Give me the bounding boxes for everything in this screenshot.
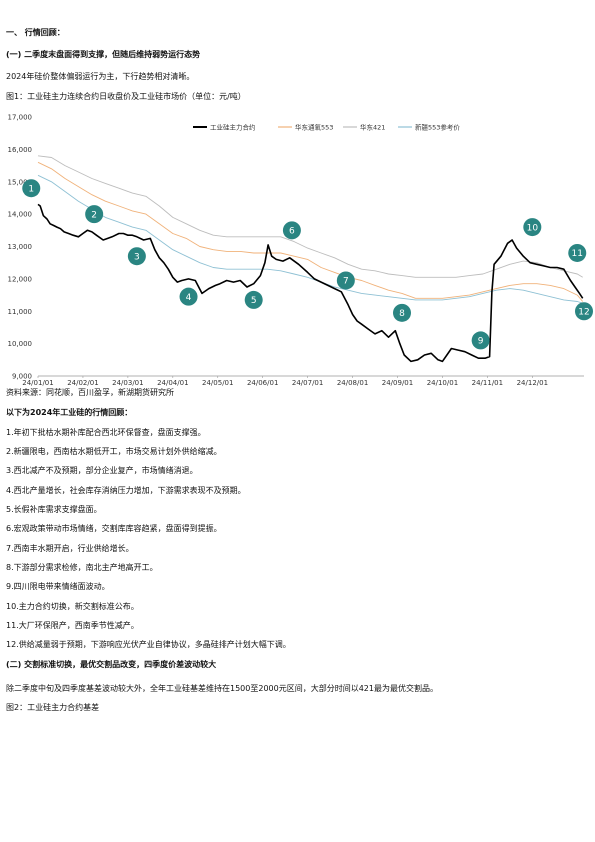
review-item: 1.年初下批枯水期补库配合西北环保督查，盘面支撑强。 — [6, 428, 206, 437]
series-line-1 — [37, 161, 584, 302]
x-tick-label: 24/11/01 — [472, 379, 503, 387]
review-item: 9.四川限电带来情绪面波动。 — [6, 582, 110, 591]
annotation-marker-label: 9 — [478, 337, 484, 347]
price-line-chart: 9,000 10,000 11,000 12,000 13,000 14,000 15,00… — [8, 114, 593, 387]
review-item: 4.西北产量增长，社会库存消纳压力增加，下游需求表现不及预期。 — [6, 486, 246, 495]
annotation-marker-label: 5 — [251, 296, 257, 306]
annotation-marker — [393, 303, 411, 322]
annotation-marker-label: 2 — [91, 210, 97, 220]
annotation-marker — [179, 287, 198, 306]
annotation-marker — [336, 271, 355, 290]
annotation-marker — [471, 331, 490, 350]
basis-paragraph: 除二季度中旬及四季度基差波动较大外，全年工业硅基差维持在1500至2000元区间… — [6, 684, 438, 693]
y-tick-label: 11,000 — [8, 308, 33, 316]
legend-label: 新疆553参考价 — [415, 123, 460, 132]
y-tick-label: 14,000 — [8, 211, 33, 219]
annotation-marker-label: 7 — [343, 277, 349, 287]
series-line-2 — [37, 155, 583, 278]
chart-source: 资料来源：同花顺，百川盈孚，新湖期货研究所 — [6, 388, 174, 397]
annotation-marker-label: 4 — [186, 293, 192, 303]
annotation-marker — [568, 243, 587, 262]
y-tick-label: 17,000 — [8, 114, 33, 122]
annotation-marker-label: 1 — [28, 184, 34, 194]
subsection-heading-1: (一) 二季度末盘面得到支撑，但随后维持弱势运行态势 — [6, 50, 201, 59]
y-tick-label: 15,000 — [8, 178, 33, 186]
section-heading: 一、 行情回顾： — [6, 28, 65, 37]
legend-label: 华东421 — [360, 123, 385, 132]
x-tick-label: 24/07/01 — [292, 379, 323, 387]
figure2-caption: 图2：工业硅主力合约基差 — [6, 703, 100, 712]
figure1-caption: 图1：工业硅主力连续合约日收盘价及工业硅市场价（单位：元/吨） — [6, 92, 246, 101]
annotation-marker-label: 6 — [289, 227, 295, 237]
y-tick-label: 12,000 — [8, 275, 33, 283]
intro-paragraph: 2024年硅价整体偏弱运行为主，下行趋势相对清晰。 — [6, 72, 195, 81]
annotation-marker — [575, 302, 593, 321]
x-tick-label: 24/06/01 — [247, 379, 278, 387]
review-item: 2.新疆限电，西南枯水期低开工，市场交易计划外供给缩减。 — [6, 447, 222, 456]
review-item: 5.长假补库需求支撑盘面。 — [6, 505, 102, 514]
annotation-marker — [244, 290, 263, 309]
annotation-marker — [127, 247, 146, 266]
review-item: 6.宏观政策带动市场情绪，交割库库容趋紧，盘面得到提振。 — [6, 524, 222, 533]
review-title: 以下为2024年工业硅的行情回顾： — [6, 408, 133, 417]
review-item: 10.主力合约切换，新交割标准公布。 — [6, 602, 139, 611]
subsection-heading-2: (二) 交割标准切换，最优交割品改变，四季度价差波动较大 — [6, 660, 217, 669]
y-tick-label: 10,000 — [8, 340, 33, 348]
x-tick-label: 24/05/01 — [202, 379, 233, 387]
annotation-marker-label: 11 — [572, 249, 583, 259]
annotation-marker-label: 10 — [527, 223, 539, 233]
review-item: 12.供给减量弱于预期，下游响应光伏产业自律协议，多晶硅排产计划大幅下调。 — [6, 640, 291, 649]
annotation-marker-label: 3 — [134, 252, 140, 262]
x-tick-label: 24/09/01 — [382, 379, 413, 387]
series-line-0 — [37, 203, 584, 363]
x-tick-label: 24/04/01 — [157, 379, 188, 387]
annotation-marker — [282, 221, 301, 240]
y-tick-label: 9,000 — [12, 373, 32, 381]
legend-label: 华东通氧553 — [295, 123, 333, 132]
x-tick-label: 24/03/01 — [112, 379, 143, 387]
x-tick-label: 24/12/01 — [517, 379, 548, 387]
review-item: 3.西北减产不及预期，部分企业复产，市场情绪消退。 — [6, 466, 198, 475]
x-tick-label: 24/02/01 — [67, 379, 98, 387]
annotation-marker — [523, 218, 542, 237]
review-item: 8.下游部分需求检修，南北主产地高开工。 — [6, 563, 158, 572]
x-tick-label: 24/10/01 — [427, 379, 458, 387]
legend-label: 工业硅主力合约 — [210, 123, 256, 132]
x-tick-label: 24/08/01 — [337, 379, 368, 387]
y-tick-label: 13,000 — [8, 243, 33, 251]
annotation-marker — [22, 179, 41, 198]
review-item: 11.大厂环保限产，西南季节性减产。 — [6, 621, 139, 630]
annotation-marker-label: 12 — [578, 307, 589, 317]
annotation-marker-label: 8 — [399, 309, 405, 319]
series-line-3 — [37, 174, 583, 304]
annotation-marker — [85, 205, 104, 224]
y-tick-label: 16,000 — [8, 146, 33, 154]
x-tick-label: 24/01/01 — [22, 379, 53, 387]
review-item: 7.西南丰水期开启，行业供给增长。 — [6, 544, 134, 553]
